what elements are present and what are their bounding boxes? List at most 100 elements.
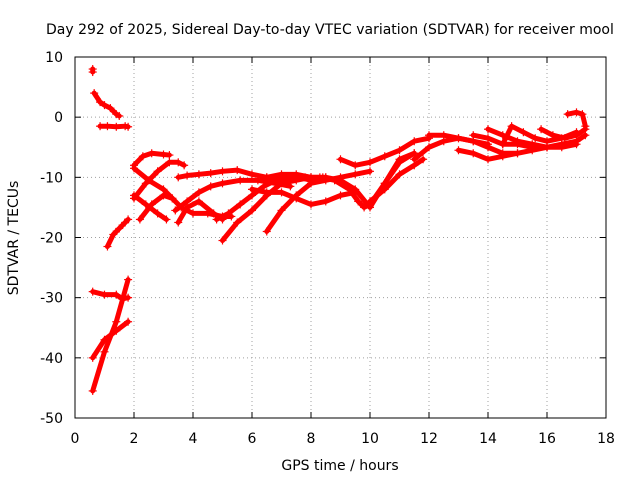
data-point-marker (130, 191, 138, 200)
data-point-marker (395, 170, 404, 179)
data-point-marker (425, 131, 433, 140)
series-s2 (90, 89, 124, 120)
data-point-marker (336, 155, 345, 164)
data-point-marker (165, 158, 174, 167)
data-point-marker (321, 197, 330, 206)
data-point-marker (138, 152, 147, 161)
data-point-marker (236, 200, 245, 209)
data-point-marker (103, 122, 112, 131)
series-track (131, 159, 187, 201)
data-point-marker (351, 170, 360, 179)
data-point-marker (90, 89, 99, 98)
series-s1 (88, 65, 97, 77)
series-s21 (271, 149, 419, 212)
data-point-marker (144, 176, 153, 185)
data-point-marker (360, 203, 369, 212)
x-tick-label: 6 (248, 431, 257, 447)
data-point-marker (484, 125, 492, 134)
data-point-marker (395, 146, 404, 155)
data-point-marker (380, 185, 389, 194)
data-point-marker (189, 209, 197, 218)
data-point-marker (301, 173, 310, 182)
data-point-marker (469, 131, 478, 140)
data-point-marker (162, 215, 171, 224)
data-point-marker (345, 185, 354, 194)
series-s19 (248, 185, 360, 209)
data-point-marker (315, 173, 324, 182)
series-s31 (563, 108, 590, 131)
data-point-marker (236, 176, 245, 185)
x-tick-label: 12 (420, 431, 438, 447)
axis-ticks: 0 2 4 6 8 10 12 14 16 18 10 0 -10 -20 -30 -40 -50 (40, 50, 615, 447)
data-point-marker (248, 185, 256, 194)
data-point-marker (174, 218, 183, 227)
data-point-marker (277, 170, 286, 179)
data-point-marker (206, 169, 215, 178)
y-tick-label: -50 (40, 411, 63, 427)
data-point-marker (174, 158, 183, 167)
data-point-marker (262, 227, 271, 236)
data-point-marker (513, 149, 522, 158)
data-point-marker (206, 182, 215, 191)
data-point-marker (124, 215, 133, 224)
data-point-marker (286, 176, 295, 185)
y-tick-label: -40 (40, 351, 63, 367)
data-point-marker (180, 161, 189, 170)
data-point-marker (543, 137, 551, 146)
x-axis-label: GPS time / hours (281, 458, 398, 474)
data-point-marker (147, 149, 156, 158)
data-point-marker (484, 134, 492, 143)
x-tick-label: 10 (361, 431, 379, 447)
data-point-marker (159, 191, 168, 200)
data-point-marker (194, 197, 203, 206)
x-tick-label: 4 (189, 431, 198, 447)
y-axis-label: SDTVAR / TECUs (6, 181, 22, 296)
x-tick-label: 2 (130, 431, 139, 447)
data-point-marker (271, 179, 280, 188)
data-point-marker (218, 179, 227, 188)
data-point-marker (336, 191, 345, 200)
chart-title: Day 292 of 2025, Sidereal Day-to-day VTE… (46, 22, 614, 38)
y-tick-label: -30 (40, 291, 63, 307)
data-point-marker (439, 131, 448, 140)
series-s12 (135, 191, 177, 224)
data-point-marker (153, 209, 162, 218)
data-point-marker (572, 131, 581, 140)
data-point-marker (292, 194, 301, 203)
data-point-marker (248, 206, 256, 215)
data-point-marker (88, 353, 97, 362)
data-point-marker (537, 125, 546, 134)
data-point-marker (194, 188, 203, 197)
data-point-marker (425, 143, 433, 152)
series-s4 (103, 215, 133, 251)
data-point-marker (259, 182, 268, 191)
data-point-marker (96, 98, 105, 107)
x-tick-label: 16 (538, 431, 556, 447)
series-s23 (366, 155, 428, 206)
data-point-marker (224, 209, 233, 218)
data-point-marker (366, 167, 374, 176)
x-tick-label: 0 (71, 431, 80, 447)
data-point-marker (498, 152, 507, 161)
series-s3 (96, 122, 133, 131)
data-point-marker (531, 134, 540, 143)
data-point-marker (209, 209, 218, 218)
data-point-marker (147, 200, 156, 209)
data-point-marker (233, 166, 242, 175)
data-point-marker (354, 197, 363, 206)
data-point-marker (124, 317, 133, 326)
y-tick-label: 10 (45, 50, 63, 66)
data-point-marker (410, 137, 419, 146)
data-point-marker (560, 134, 569, 143)
data-point-marker (115, 224, 124, 233)
data-point-marker (159, 150, 168, 159)
data-point-marker (115, 111, 124, 120)
series-s7 (88, 317, 133, 362)
data-point-marker (135, 215, 144, 224)
data-point-marker (454, 134, 463, 143)
data-point-marker (96, 122, 105, 131)
data-point-marker (100, 347, 109, 356)
data-point-marker (100, 290, 109, 299)
data-point-marker (419, 155, 428, 164)
data-point-marker (277, 188, 286, 197)
